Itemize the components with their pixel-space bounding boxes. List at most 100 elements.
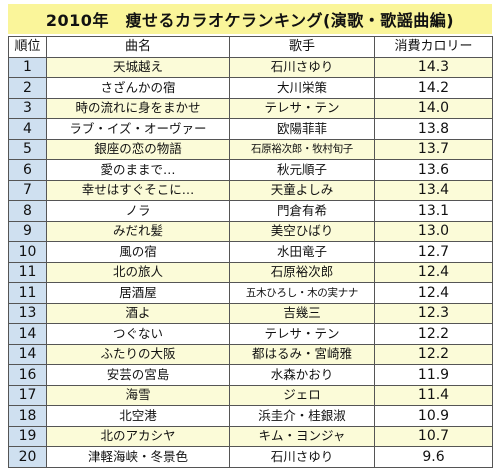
table-row: 13 酒よ 吉幾三 12.3 [8, 302, 493, 324]
song-cell: 天城越え [46, 56, 230, 78]
calories-cell: 14.3 [374, 56, 493, 78]
singer-cell: 水森かおり [229, 364, 375, 386]
calories-cell: 9.6 [374, 446, 493, 468]
header-song: 曲名 [46, 36, 230, 58]
singer-cell: キム・ヨンジャ [229, 425, 375, 447]
calories-cell: 13.6 [374, 159, 493, 181]
rank-cell: 17 [8, 384, 47, 406]
calories-cell: 14.0 [374, 97, 493, 119]
calories-cell: 13.7 [374, 138, 493, 160]
singer-cell: 吉幾三 [229, 302, 375, 324]
table-row: 2 さざんかの宿 大川栄策 14.2 [8, 77, 493, 99]
singer-cell: 水田竜子 [229, 241, 375, 263]
calories-cell: 13.1 [374, 200, 493, 222]
singer-cell: 浜圭介・桂銀淑 [229, 405, 375, 427]
song-cell: 風の宿 [46, 241, 230, 263]
singer-cell: 天童よしみ [229, 179, 375, 201]
table-row: 4 ラブ・イズ・オーヴァー 欧陽菲菲 13.8 [8, 118, 493, 140]
table-row: 5 銀座の恋の物語 石原裕次郎・牧村旬子 13.7 [8, 138, 493, 160]
singer-cell: 秋元順子 [229, 159, 375, 181]
rank-cell: 14 [8, 323, 47, 345]
table-row: 9 みだれ髪 美空ひばり 13.0 [8, 220, 493, 242]
table-row: 14 つぐない テレサ・テン 12.2 [8, 323, 493, 345]
table-row: 16 安芸の宮島 水森かおり 11.9 [8, 364, 493, 386]
table-row: 6 愛のままで… 秋元順子 13.6 [8, 159, 493, 181]
rank-cell: 11 [8, 261, 47, 283]
calories-cell: 10.9 [374, 405, 493, 427]
singer-cell: 大川栄策 [229, 77, 375, 99]
calories-cell: 13.0 [374, 220, 493, 242]
song-cell: 居酒屋 [46, 282, 230, 304]
singer-cell: 門倉有希 [229, 200, 375, 222]
singer-cell: 石原裕次郎・牧村旬子 [229, 138, 375, 160]
calories-cell: 11.9 [374, 364, 493, 386]
rank-cell: 10 [8, 241, 47, 263]
singer-cell: 美空ひばり [229, 220, 375, 242]
calories-cell: 14.2 [374, 77, 493, 99]
singer-cell: テレサ・テン [229, 323, 375, 345]
rank-cell: 1 [8, 56, 47, 78]
calories-cell: 13.8 [374, 118, 493, 140]
song-cell: つぐない [46, 323, 230, 345]
singer-cell: 欧陽菲菲 [229, 118, 375, 140]
table-row: 10 風の宿 水田竜子 12.7 [8, 241, 493, 263]
singer-cell: 五木ひろし・木の実ナナ [229, 282, 375, 304]
singer-cell: 都はるみ・宮崎雅 [229, 343, 375, 365]
calories-cell: 12.4 [374, 282, 493, 304]
rank-cell: 20 [8, 446, 47, 468]
rank-cell: 6 [8, 159, 47, 181]
header-singer: 歌手 [229, 36, 375, 58]
table-row: 11 居酒屋 五木ひろし・木の実ナナ 12.4 [8, 282, 493, 304]
song-cell: ノラ [46, 200, 230, 222]
rank-cell: 5 [8, 138, 47, 160]
rank-cell: 11 [8, 282, 47, 304]
rank-cell: 14 [8, 343, 47, 365]
singer-cell: ジェロ [229, 384, 375, 406]
song-cell: 時の流れに身をまかせ [46, 97, 230, 119]
rank-cell: 7 [8, 179, 47, 201]
rank-cell: 3 [8, 97, 47, 119]
song-cell: 北の旅人 [46, 261, 230, 283]
rank-cell: 19 [8, 425, 47, 447]
song-cell: ふたりの大阪 [46, 343, 230, 365]
rank-cell: 16 [8, 364, 47, 386]
calories-cell: 11.4 [374, 384, 493, 406]
song-cell: 銀座の恋の物語 [46, 138, 230, 160]
singer-cell: 石原裕次郎 [229, 261, 375, 283]
singer-cell: 石川さゆり [229, 56, 375, 78]
calories-cell: 12.2 [374, 343, 493, 365]
singer-cell: テレサ・テン [229, 97, 375, 119]
rank-cell: 4 [8, 118, 47, 140]
rank-cell: 2 [8, 77, 47, 99]
calories-cell: 10.7 [374, 425, 493, 447]
calories-cell: 12.4 [374, 261, 493, 283]
table-row: 8 ノラ 門倉有希 13.1 [8, 200, 493, 222]
calories-cell: 12.2 [374, 323, 493, 345]
calories-cell: 13.4 [374, 179, 493, 201]
table-row: 20 津軽海峡・冬景色 石川さゆり 9.6 [8, 446, 493, 468]
table-row: 1 天城越え 石川さゆり 14.3 [8, 56, 493, 78]
song-cell: さざんかの宿 [46, 77, 230, 99]
song-cell: 愛のままで… [46, 159, 230, 181]
ranking-table: 順位 曲名 歌手 消費カロリー 1 天城越え 石川さゆり 14.3 2 さざんかの宿 大川栄… [8, 36, 493, 468]
table-row: 3 時の流れに身をまかせ テレサ・テン 14.0 [8, 97, 493, 119]
table-row: 17 海雪 ジェロ 11.4 [8, 384, 493, 406]
header-calories: 消費カロリー [374, 36, 493, 58]
song-cell: 安芸の宮島 [46, 364, 230, 386]
rank-cell: 8 [8, 200, 47, 222]
table-row: 18 北空港 浜圭介・桂銀淑 10.9 [8, 405, 493, 427]
rank-cell: 13 [8, 302, 47, 324]
song-cell: 幸せはすぐそこに… [46, 179, 230, 201]
table-row: 14 ふたりの大阪 都はるみ・宮崎雅 12.2 [8, 343, 493, 365]
ranking-body: 1 天城越え 石川さゆり 14.3 2 さざんかの宿 大川栄策 14.2 3 時の流れに身をまかせ… [8, 56, 493, 468]
calories-cell: 12.3 [374, 302, 493, 324]
song-cell: 海雪 [46, 384, 230, 406]
table-row: 7 幸せはすぐそこに… 天童よしみ 13.4 [8, 179, 493, 201]
title-band: 2010年 痩せるカラオケランキング(演歌・歌謡曲編) [8, 4, 492, 34]
song-cell: 北のアカシヤ [46, 425, 230, 447]
table-row: 19 北のアカシヤ キム・ヨンジャ 10.7 [8, 425, 493, 447]
rank-cell: 18 [8, 405, 47, 427]
table-row: 11 北の旅人 石原裕次郎 12.4 [8, 261, 493, 283]
calories-cell: 12.7 [374, 241, 493, 263]
